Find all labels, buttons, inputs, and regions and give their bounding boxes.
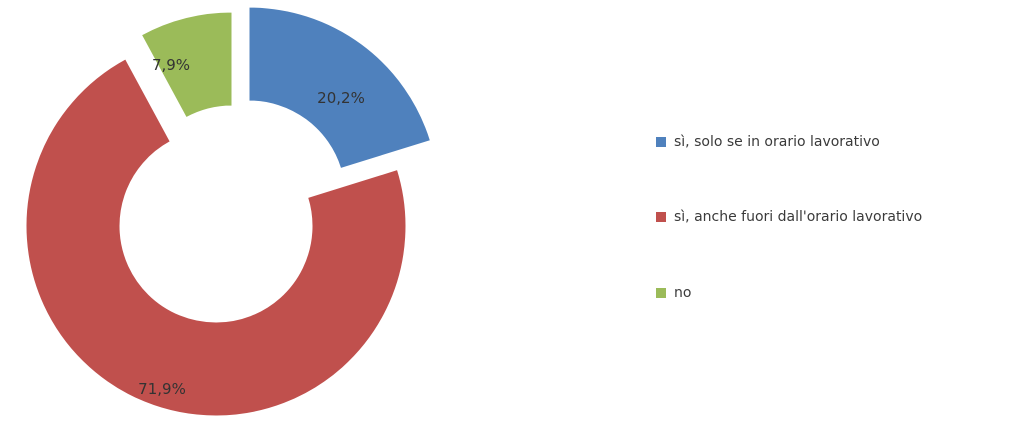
slice-no: [140, 11, 233, 119]
slice-label-solo-orario: 20,2%: [317, 89, 365, 107]
legend-swatch-solo-orario: [656, 137, 666, 147]
chart-slices: [25, 6, 432, 417]
slice-label-no: 7,9%: [152, 56, 190, 74]
slice-label-fuori-orario: 71,9%: [138, 380, 186, 398]
legend-label-no: no: [674, 285, 692, 301]
legend-item-no: no: [656, 281, 994, 305]
legend-item-fuori-orario: sì, anche fuori dall'orario lavorativo: [656, 205, 994, 229]
legend-item-solo-orario: sì, solo se in orario lavorativo: [656, 130, 994, 154]
slice-solo-orario: [248, 6, 432, 170]
legend-label-fuori-orario: sì, anche fuori dall'orario lavorativo: [674, 209, 923, 225]
slice-fuori-orario: [25, 58, 407, 417]
legend-swatch-fuori-orario: [656, 212, 666, 222]
chart-slice-labels: 20,2% 71,9% 7,9%: [138, 56, 365, 398]
legend-label-solo-orario: sì, solo se in orario lavorativo: [674, 134, 880, 150]
legend-swatch-no: [656, 288, 666, 298]
